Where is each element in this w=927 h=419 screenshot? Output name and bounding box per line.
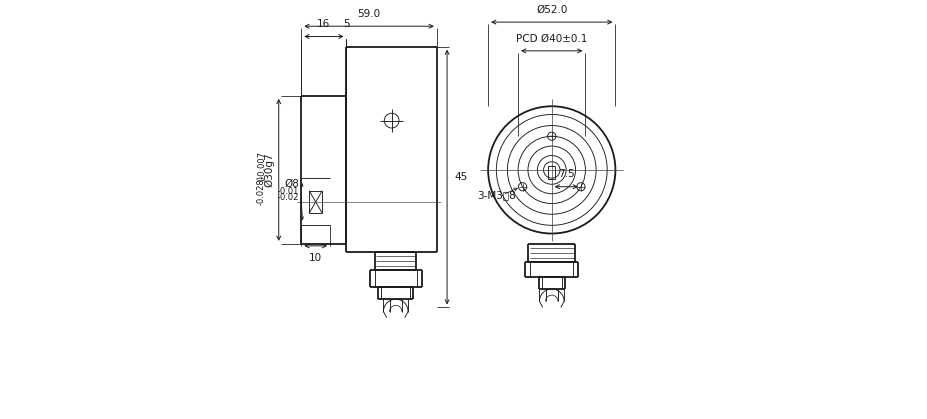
Text: -0.01: -0.01 (278, 187, 299, 196)
Text: 59.0: 59.0 (358, 9, 381, 19)
Text: 16: 16 (317, 19, 331, 29)
Text: Ø52.0: Ø52.0 (536, 5, 567, 15)
Bar (549, 166, 555, 179)
Text: Ø30g7: Ø30g7 (264, 153, 274, 187)
Text: 3-M3深8: 3-M3深8 (477, 190, 516, 200)
Text: 45: 45 (454, 172, 468, 182)
Text: -0.02: -0.02 (278, 193, 299, 202)
Text: 7.5: 7.5 (558, 169, 575, 179)
Text: (-0.007: (-0.007 (257, 151, 266, 181)
Text: 10: 10 (309, 253, 323, 263)
Text: Ø8: Ø8 (285, 179, 299, 189)
Text: 5: 5 (343, 19, 349, 29)
Text: -0.028): -0.028) (257, 176, 266, 205)
Text: PCD Ø40±0.1: PCD Ø40±0.1 (516, 34, 588, 44)
